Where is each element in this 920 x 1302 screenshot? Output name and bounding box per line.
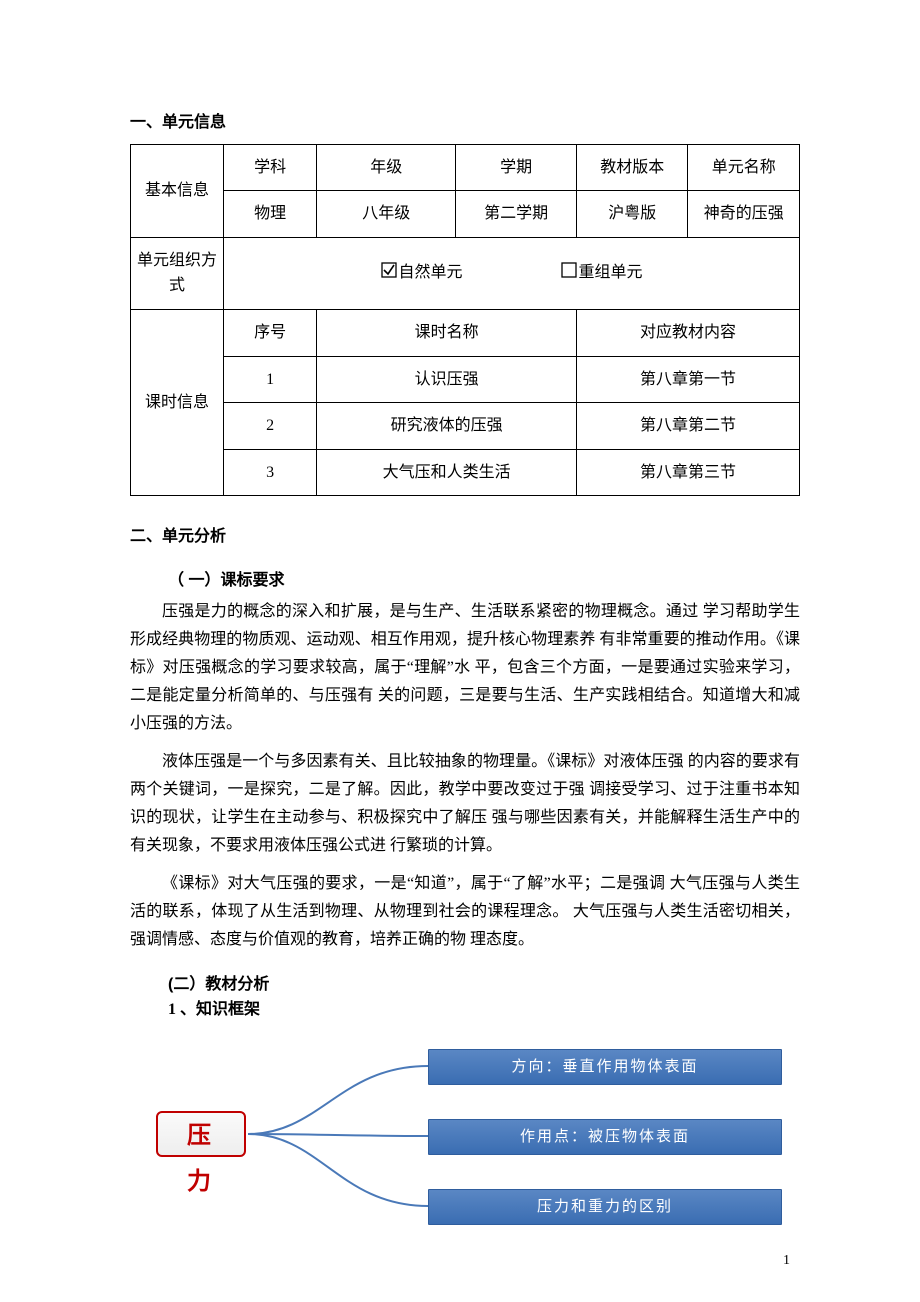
val-version: 沪粤版 — [576, 191, 688, 238]
page-number: 1 — [783, 1250, 790, 1272]
unit-info-table: 基本信息 学科 年级 学期 教材版本 单元名称 物理 八年级 第二学期 沪粤版 … — [130, 144, 800, 497]
hdr-unitname: 单元名称 — [688, 144, 800, 191]
val-term: 第二学期 — [456, 191, 577, 238]
diagram-root: 压 力 — [156, 1111, 246, 1157]
lesson-ref: 第八章第一节 — [576, 356, 799, 403]
val-grade: 八年级 — [317, 191, 456, 238]
lesson-no: 2 — [224, 403, 317, 450]
org-label: 单元组织方式 — [131, 237, 224, 309]
table-row: 课时信息 序号 课时名称 对应教材内容 — [131, 309, 800, 356]
sub2-line: 1 、知识框架 — [168, 997, 800, 1023]
hdr-subject: 学科 — [224, 144, 317, 191]
val-unitname: 神奇的压强 — [688, 191, 800, 238]
table-row: 物理 八年级 第二学期 沪粤版 神奇的压强 — [131, 191, 800, 238]
checkbox-checked-icon — [381, 261, 397, 287]
hdr-grade: 年级 — [317, 144, 456, 191]
table-header-row: 基本信息 学科 年级 学期 教材版本 单元名称 — [131, 144, 800, 191]
lesson-hdr-ref: 对应教材内容 — [576, 309, 799, 356]
page-content: 一、单元信息 基本信息 学科 年级 学期 教材版本 单元名称 物理 八年级 第二… — [0, 0, 920, 1301]
sub1-title: （ 一）课标要求 — [168, 568, 800, 594]
lesson-no: 3 — [224, 449, 317, 496]
section2-title: 二、单元分析 — [130, 524, 800, 550]
basic-info-label: 基本信息 — [131, 144, 224, 237]
sub2-title: (二）教材分析 — [168, 972, 800, 998]
para3: 《课标》对大气压强的要求，一是“知道”，属于“了解”水平；二是强调 大气压强与人… — [130, 870, 800, 954]
diagram-leaf: 作用点：被压物体表面 — [428, 1119, 782, 1155]
lesson-name: 大气压和人类生活 — [317, 449, 577, 496]
lesson-hdr-no: 序号 — [224, 309, 317, 356]
table-row: 单元组织方式 自然单元 重组单元 — [131, 237, 800, 309]
table-row: 1 认识压强 第八章第一节 — [131, 356, 800, 403]
val-subject: 物理 — [224, 191, 317, 238]
table-row: 3 大气压和人类生活 第八章第三节 — [131, 449, 800, 496]
lesson-name: 研究液体的压强 — [317, 403, 577, 450]
para1: 压强是力的概念的深入和扩展，是与生产、生活联系紧密的物理概念。通过 学习帮助学生… — [130, 598, 800, 738]
org-options: 自然单元 重组单元 — [224, 237, 800, 309]
org-opt2-label: 重组单元 — [579, 264, 643, 281]
org-opt1-label: 自然单元 — [399, 264, 463, 281]
lesson-name: 认识压强 — [317, 356, 577, 403]
lesson-hdr-name: 课时名称 — [317, 309, 577, 356]
lesson-label: 课时信息 — [131, 309, 224, 495]
diagram-leaf: 压力和重力的区别 — [428, 1189, 782, 1225]
knowledge-diagram: 压 力 方向：垂直作用物体表面 作用点：被压物体表面 压力和重力的区别 — [130, 1041, 800, 1241]
para2: 液体压强是一个与多因素有关、且比较抽象的物理量。《课标》对液体压强 的内容的要求… — [130, 748, 800, 860]
checkbox-empty-icon — [561, 261, 577, 287]
lesson-no: 1 — [224, 356, 317, 403]
lesson-ref: 第八章第二节 — [576, 403, 799, 450]
hdr-version: 教材版本 — [576, 144, 688, 191]
diagram-leaf: 方向：垂直作用物体表面 — [428, 1049, 782, 1085]
table-row: 2 研究液体的压强 第八章第二节 — [131, 403, 800, 450]
lesson-ref: 第八章第三节 — [576, 449, 799, 496]
hdr-term: 学期 — [456, 144, 577, 191]
section1-title: 一、单元信息 — [130, 110, 800, 136]
